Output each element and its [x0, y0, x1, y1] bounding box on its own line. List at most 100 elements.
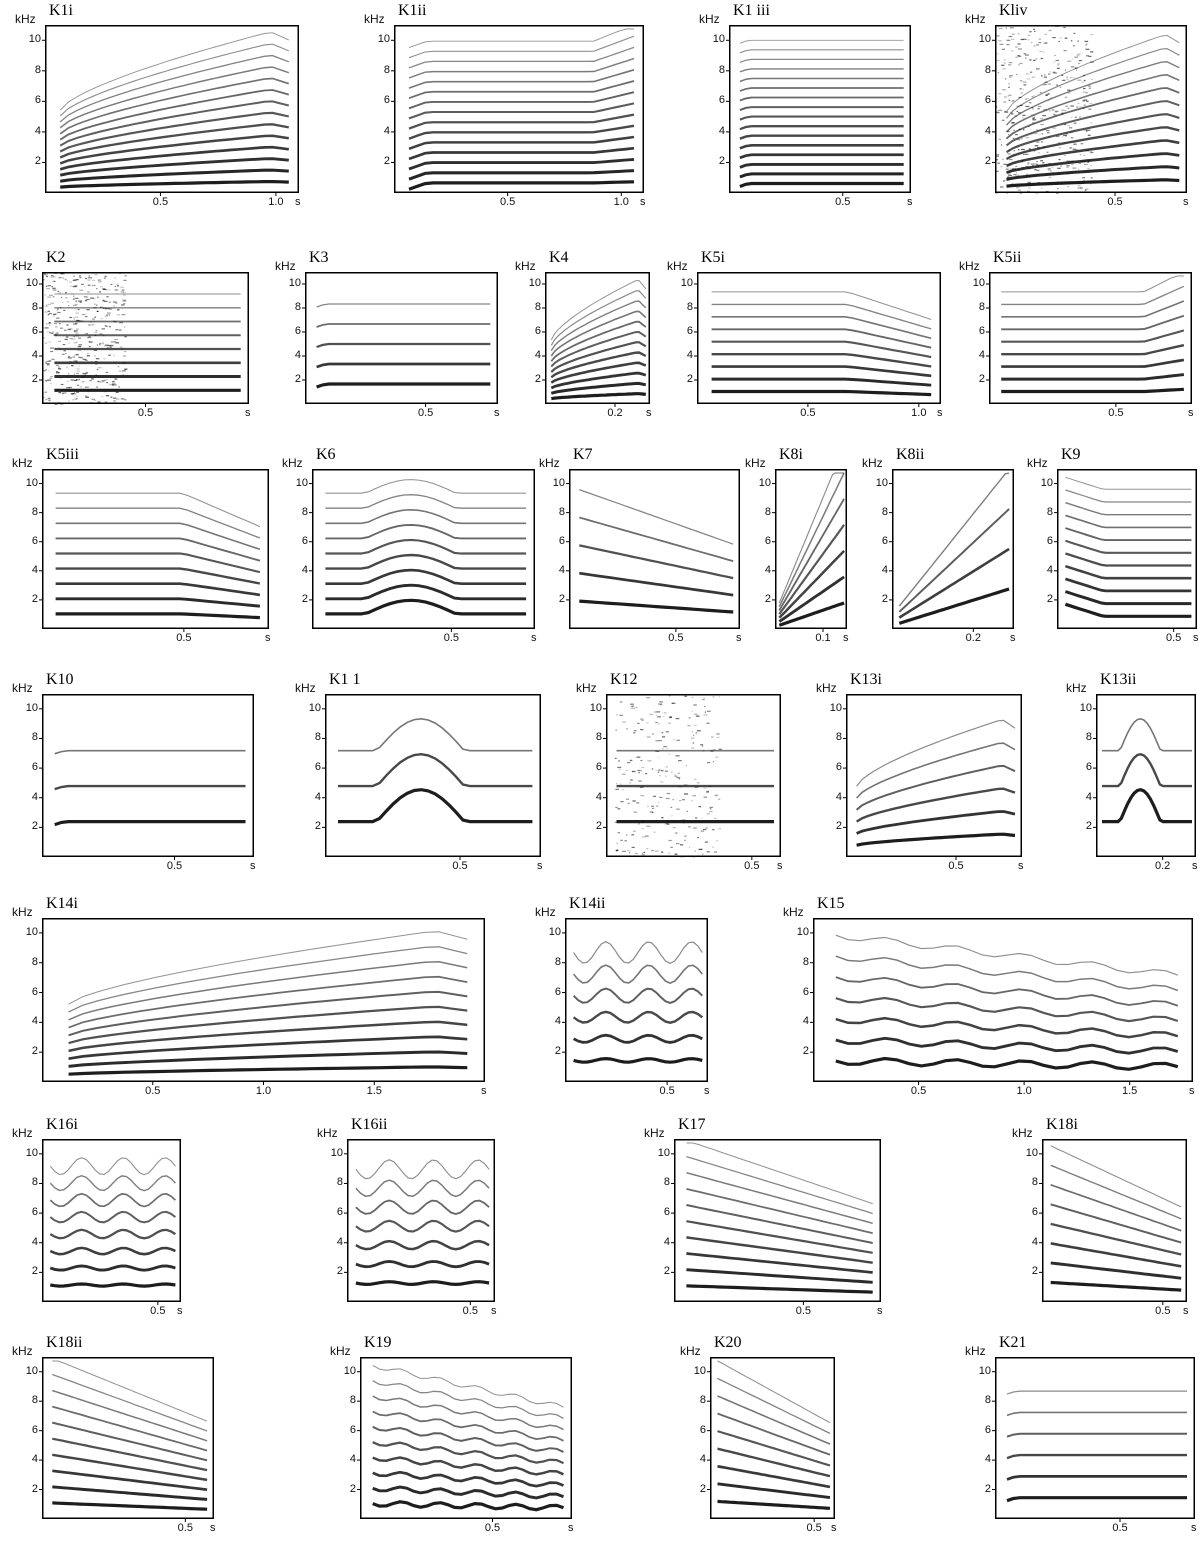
y-tick-label: 6	[31, 985, 38, 998]
y-tick-label: 6	[31, 1206, 38, 1219]
plot-frame	[565, 918, 708, 1082]
y-axis-unit: kHz	[12, 1344, 33, 1358]
y-axis-unit: kHz	[12, 259, 33, 273]
harmonic-band	[55, 567, 261, 585]
x-axis-unit: s	[494, 407, 500, 419]
harmonic-band	[355, 1199, 490, 1215]
harmonic-band	[372, 1395, 564, 1431]
y-tick-label: 4	[34, 124, 41, 137]
harmonic-band	[778, 601, 845, 627]
panel-label: K12	[610, 671, 638, 688]
y-tick-label: 8	[984, 63, 991, 76]
harmonic-band	[856, 742, 1016, 799]
y-tick-label: 4	[686, 349, 693, 361]
spectrogram-plot	[562, 918, 708, 1085]
y-axis-unit: kHz	[12, 681, 33, 695]
x-axis-unit: s	[531, 632, 537, 644]
y-tick-label: 8	[1046, 505, 1053, 518]
y-tick-label: 4	[835, 790, 842, 803]
x-axis-unit: s	[481, 1085, 487, 1097]
x-axis-unit: s	[491, 1305, 497, 1317]
harmonic-band	[1065, 514, 1192, 529]
x-tick-label: 0.5	[145, 1085, 161, 1097]
x-tick-label: 0.5	[1155, 1305, 1171, 1317]
harmonic-band	[1050, 1184, 1182, 1232]
harmonic-band	[778, 575, 845, 623]
y-tick-label: 4	[349, 1453, 356, 1466]
spectrogram-plot	[542, 272, 650, 407]
harmonic-band	[55, 612, 260, 620]
harmonic-band	[579, 544, 734, 580]
harmonic-band	[835, 1036, 1179, 1055]
harmonic-band	[1001, 275, 1184, 293]
harmonic-band	[338, 752, 533, 788]
harmonic-band	[338, 788, 533, 824]
y-tick-label: 10	[552, 476, 565, 489]
y-axis-unit: kHz	[1066, 681, 1087, 695]
harmonic-band	[550, 341, 647, 373]
harmonic-band	[1001, 285, 1185, 306]
y-tick-label: 8	[34, 63, 41, 76]
y-tick-label: 4	[764, 563, 771, 576]
harmonic-band	[325, 553, 527, 570]
panel-label: K8i	[779, 446, 803, 463]
spectrogram-plot	[39, 469, 269, 632]
spectrogram-plot	[39, 694, 254, 860]
harmonic-band	[1065, 527, 1192, 542]
harmonic-band	[408, 80, 635, 100]
harmonic-band	[1006, 1475, 1187, 1481]
spectrogram-panel-k13ii: K13ii kHz 2 4 6 8 10 0.2 s	[1066, 672, 1198, 872]
harmonic-band	[778, 550, 846, 619]
harmonic-band	[835, 955, 1179, 992]
panel-label: K5iii	[46, 446, 79, 463]
spectrogram-plot	[694, 272, 941, 407]
panel-label: K13ii	[1100, 671, 1137, 688]
spectrogram-panel-k16ii: K16ii kHz 2 4 6 8 10 0.5 s	[317, 1117, 497, 1317]
harmonic-band	[52, 1453, 208, 1482]
panel-label: K17	[678, 1116, 706, 1133]
panel-label: K3	[309, 249, 329, 266]
harmonic-band	[717, 1499, 831, 1510]
panel-label: K4	[549, 249, 569, 266]
y-tick-label: 4	[984, 124, 991, 137]
harmonic-band	[1001, 329, 1185, 343]
y-tick-label: 8	[31, 955, 38, 968]
x-axis-unit: s	[1183, 196, 1189, 208]
y-tick-label: 8	[336, 1176, 343, 1189]
harmonic-band	[49, 1174, 176, 1192]
spectrogram-plot	[39, 1139, 181, 1305]
y-tick-label: 6	[1046, 534, 1053, 547]
y-tick-label: 6	[294, 325, 301, 337]
spectrogram-panel-k21: K21 kHz 2 4 6 8 10 0.5 s	[965, 1335, 1197, 1534]
panel-label: K19	[364, 1334, 392, 1351]
y-tick-label: 6	[31, 325, 38, 337]
harmonic-band	[316, 382, 491, 389]
harmonic-band	[711, 328, 932, 349]
spectrogram-panel-k1ii: K1ii kHz 2 4 6 8 10 0.5 1.0 s	[364, 3, 646, 208]
harmonic-band	[778, 472, 845, 608]
spectrogram-panel-k8i: K8i kHz 2 4 6 8 10 0.1 s	[745, 447, 849, 644]
y-tick-label: 10	[25, 1146, 38, 1159]
x-tick-label: 0.2	[1155, 860, 1171, 872]
spectrogram-panel-k11: K1 1 kHz 2 4 6 8 10 0.5 s	[295, 672, 543, 872]
harmonic-band	[1006, 1496, 1187, 1503]
plot-frame	[892, 469, 1014, 629]
x-axis-unit: s	[250, 860, 256, 872]
spectrogram-panel-k8ii: K8ii kHz 2 4 6 8 10 0.2 s	[862, 447, 1016, 644]
harmonic-band	[835, 996, 1179, 1023]
y-axis-unit: kHz	[295, 681, 316, 695]
y-axis-unit: kHz	[816, 681, 837, 695]
y-tick-label: 10	[343, 1364, 356, 1377]
harmonic-band	[1006, 1411, 1187, 1417]
harmonic-band	[717, 1430, 831, 1467]
x-tick-label: 0.5	[800, 407, 816, 419]
x-tick-label: 0.5	[452, 860, 468, 872]
y-tick-label: 8	[802, 955, 809, 968]
harmonic-band	[408, 69, 635, 89]
harmonic-band	[408, 146, 635, 161]
spectrogram-plot	[986, 272, 1192, 407]
spectrogram-plot	[39, 918, 485, 1085]
plot-frame	[569, 469, 740, 629]
y-tick-label: 6	[554, 985, 561, 998]
y-tick-label: 6	[699, 1423, 706, 1436]
